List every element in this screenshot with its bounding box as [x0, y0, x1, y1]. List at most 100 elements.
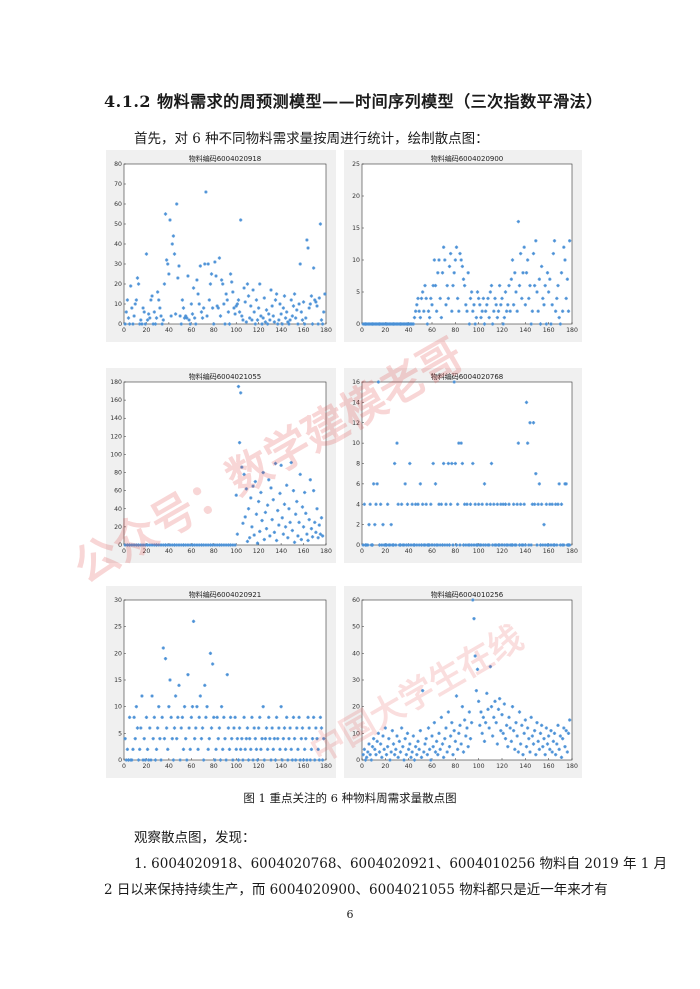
data-point [315, 736, 319, 741]
data-point [548, 747, 552, 752]
data-point [219, 704, 224, 709]
data-point [180, 715, 185, 720]
data-point [301, 300, 306, 304]
data-point [208, 651, 213, 656]
data-point [242, 286, 246, 290]
data-point [191, 619, 196, 624]
x-tick-label: 80 [210, 327, 218, 334]
data-point [280, 758, 284, 762]
data-point [250, 715, 254, 720]
data-point [300, 318, 305, 322]
data-point [262, 537, 266, 542]
x-tick-label: 160 [543, 548, 555, 555]
data-point [177, 683, 181, 688]
data-point [276, 322, 280, 326]
y-tick-label: 50 [352, 624, 360, 631]
data-point [267, 312, 271, 316]
data-point [218, 314, 223, 318]
data-point [307, 726, 311, 730]
x-tick-label: 140 [275, 327, 287, 334]
data-point [150, 694, 154, 698]
data-point [562, 726, 566, 730]
y-tick-label: 25 [114, 624, 122, 631]
data-point [549, 322, 553, 326]
data-point [304, 511, 308, 516]
data-point [292, 540, 297, 544]
data-point [552, 731, 557, 736]
scatter-panel-1: 物料编码6004020918 0 20 40 60 80 100 120 140 160 180 0 1… [106, 150, 336, 342]
data-point [426, 309, 431, 313]
data-point [543, 752, 547, 757]
data-point [538, 731, 543, 736]
scatter-chart-6004020900: 物料编码6004020900 0 20 40 60 80 100 120 140 160 180 0 5… [344, 150, 582, 342]
data-point [546, 290, 551, 294]
data-point [541, 296, 545, 301]
data-point [195, 704, 199, 709]
data-point [253, 322, 257, 326]
data-point [294, 758, 298, 762]
data-point [204, 190, 208, 194]
data-point [405, 731, 410, 736]
data-point [186, 672, 190, 677]
data-point [279, 463, 283, 468]
y-tick-label: 10 [114, 704, 122, 711]
data-point [214, 747, 218, 752]
y-tick-label: 0 [118, 321, 122, 328]
data-point [391, 543, 396, 547]
data-point [439, 502, 444, 506]
x-tick-label: 0 [122, 763, 126, 770]
data-point [155, 290, 160, 294]
data-point [493, 296, 497, 301]
data-point [480, 309, 484, 313]
data-point [531, 251, 536, 256]
data-point [375, 482, 379, 486]
data-point [285, 310, 289, 314]
data-point [235, 736, 240, 741]
data-point [290, 314, 295, 318]
data-point [444, 303, 448, 307]
data-point [268, 534, 272, 538]
data-point [157, 298, 161, 302]
data-point [432, 258, 437, 262]
data-point [254, 298, 259, 302]
data-point [295, 499, 299, 504]
body-paragraph-2: 1. 6004020918、6004020768、6004020921、6004… [134, 856, 668, 872]
data-point [250, 318, 254, 322]
data-point [250, 525, 254, 529]
data-point [458, 723, 462, 728]
data-point [132, 314, 136, 318]
x-tick-label: 160 [298, 327, 310, 334]
data-point [206, 747, 210, 752]
data-point [422, 750, 426, 754]
data-point [560, 309, 565, 313]
data-point [531, 742, 536, 746]
data-point [412, 315, 417, 320]
data-point [145, 747, 150, 752]
x-tick-label: 160 [543, 763, 555, 770]
x-tick-label: 20 [381, 548, 389, 555]
data-point [511, 728, 516, 733]
data-point [277, 318, 281, 322]
x-tick-label: 0 [360, 327, 364, 334]
data-point [309, 294, 314, 298]
data-point [412, 758, 417, 762]
data-point [476, 502, 481, 506]
data-point [268, 318, 272, 322]
data-point [559, 502, 564, 506]
data-point [231, 290, 235, 294]
data-point [434, 309, 439, 313]
data-point [447, 744, 452, 749]
data-point [297, 302, 301, 306]
data-point [237, 726, 242, 730]
data-point [140, 694, 144, 698]
data-point [259, 747, 263, 752]
data-point [367, 742, 371, 746]
data-point [181, 306, 186, 310]
data-point [233, 543, 237, 547]
data-point [203, 683, 207, 688]
plot-area [361, 599, 573, 761]
data-point [249, 304, 253, 308]
x-tick-label: 120 [496, 763, 508, 770]
data-point [553, 502, 558, 506]
data-point [459, 441, 463, 445]
